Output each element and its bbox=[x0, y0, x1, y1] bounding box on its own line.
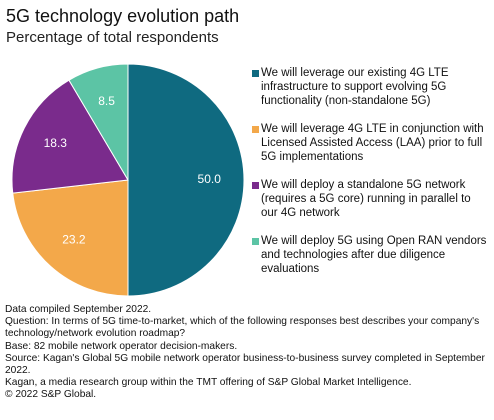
note: Data compiled September 2022. bbox=[5, 304, 152, 315]
data-label: 50.0 bbox=[198, 172, 222, 186]
legend-item: We will leverage 4G LTE in conjunction w… bbox=[252, 122, 488, 164]
legend-label: We will deploy a standalone 5G network (… bbox=[261, 179, 471, 219]
legend-label: We will deploy 5G using Open RAN vendors… bbox=[261, 235, 487, 275]
data-label: 18.3 bbox=[44, 136, 68, 150]
legend-swatch bbox=[252, 70, 259, 77]
pie-chart: 50.0 23.2 18.3 8.5 bbox=[11, 63, 245, 297]
legend-item: We will leverage our existing 4G LTE inf… bbox=[252, 66, 488, 108]
pie-slice bbox=[127, 63, 245, 297]
chart-subtitle: Percentage of total respondents bbox=[6, 29, 219, 46]
legend-label: We will leverage 4G LTE in conjunction w… bbox=[261, 123, 484, 163]
legend-swatch bbox=[252, 182, 259, 189]
legend-swatch bbox=[252, 238, 259, 245]
pie-slice bbox=[68, 63, 129, 182]
legend-swatch bbox=[252, 126, 259, 133]
notes: Data compiled September 2022. Question: I… bbox=[5, 304, 491, 402]
pie-slice bbox=[12, 179, 129, 297]
note: Base: 82 mobile network operator decisio… bbox=[5, 340, 238, 352]
legend-item: We will deploy a standalone 5G network (… bbox=[252, 178, 488, 220]
note: Kagan, a media research group within the… bbox=[5, 377, 412, 389]
legend-label: We will leverage our existing 4G LTE inf… bbox=[261, 67, 449, 107]
data-label: 23.2 bbox=[62, 233, 86, 247]
legend: We will leverage our existing 4G LTE inf… bbox=[252, 66, 488, 290]
note: © 2022 S&P Global. bbox=[5, 389, 97, 401]
pie-slice bbox=[11, 79, 129, 194]
legend-item: We will deploy 5G using Open RAN vendors… bbox=[252, 234, 488, 276]
data-label: 8.5 bbox=[98, 94, 115, 108]
note: Source: Kagan's Global 5G mobile network… bbox=[5, 352, 485, 377]
chart-title: 5G technology evolution path bbox=[6, 6, 240, 26]
note: Question: In terms of 5G time-to-market,… bbox=[5, 316, 480, 340]
